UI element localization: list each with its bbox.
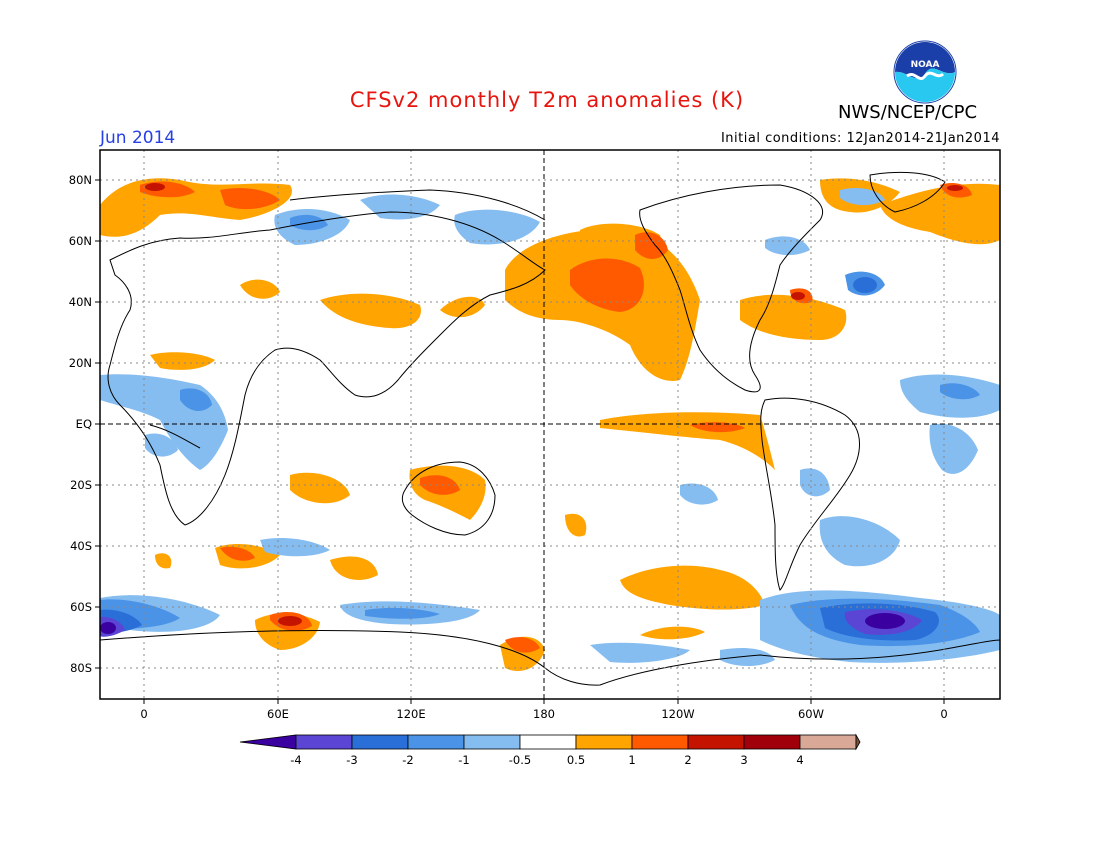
colorbar-segment xyxy=(463,734,521,750)
colorbar-segment xyxy=(351,734,409,750)
extreme-cold-core xyxy=(100,613,905,634)
lat-label: 40N xyxy=(69,295,92,309)
colorbar-low-arrow xyxy=(239,734,297,750)
colorbar-segment xyxy=(407,734,465,750)
colorbar-label: 4 xyxy=(796,753,803,767)
noaa-logo-icon: NOAA xyxy=(893,40,957,104)
coastlines xyxy=(100,171,1000,686)
lon-label: 0 xyxy=(140,707,147,721)
strong-warm-anomaly-areas xyxy=(140,181,972,653)
lat-label: 80S xyxy=(70,661,92,675)
colorbar-segment xyxy=(575,734,633,750)
colorbar-label: 0.5 xyxy=(567,753,585,767)
colorbar-segment xyxy=(687,734,745,750)
colorbar-segment xyxy=(799,734,857,750)
reference-lines xyxy=(100,150,1000,699)
lon-label: 120W xyxy=(661,707,694,721)
lon-label: 180 xyxy=(533,707,555,721)
initial-conditions-label: Initial conditions: 12Jan2014-21Jan2014 xyxy=(720,131,1000,146)
agency-label: NWS/NCEP/CPC xyxy=(838,102,978,123)
colorbar-segment xyxy=(295,734,353,750)
colorbar-segment xyxy=(631,734,689,750)
svg-text:NOAA: NOAA xyxy=(911,60,940,70)
lat-label: 60N xyxy=(69,234,92,248)
colorbar-label: -1 xyxy=(458,753,469,767)
colorbar-segment xyxy=(519,734,577,750)
graticule xyxy=(100,150,1000,699)
lat-label: 20S xyxy=(70,478,92,492)
colorbar-segment xyxy=(743,734,801,750)
lat-label: EQ xyxy=(76,417,92,431)
colorbar-label: 3 xyxy=(740,753,747,767)
lon-label: 60W xyxy=(798,707,824,721)
lat-label: 80N xyxy=(69,173,92,187)
colorbar xyxy=(239,733,861,751)
anomaly-field xyxy=(100,171,1000,686)
very-strong-warm-cores xyxy=(145,183,963,626)
lon-label: 120E xyxy=(396,707,425,721)
map-title: CFSv2 monthly T2m anomalies (K) xyxy=(349,88,745,112)
lat-label: 40S xyxy=(70,539,92,553)
lat-label: 20N xyxy=(69,356,92,370)
colorbar-label: -0.5 xyxy=(509,753,531,767)
colorbar-label: -2 xyxy=(402,753,413,767)
colorbar-label: 2 xyxy=(684,753,691,767)
colorbar-label: -3 xyxy=(346,753,357,767)
forecast-month: Jun 2014 xyxy=(100,128,176,148)
colorbar-high-arrow xyxy=(855,733,861,751)
axis-ticks xyxy=(95,179,945,704)
lat-label: 60S xyxy=(70,600,92,614)
colorbar-label: 1 xyxy=(628,753,635,767)
colorbar-label: -4 xyxy=(290,753,301,767)
lon-label: 60E xyxy=(267,707,289,721)
lon-label: 0 xyxy=(940,707,947,721)
